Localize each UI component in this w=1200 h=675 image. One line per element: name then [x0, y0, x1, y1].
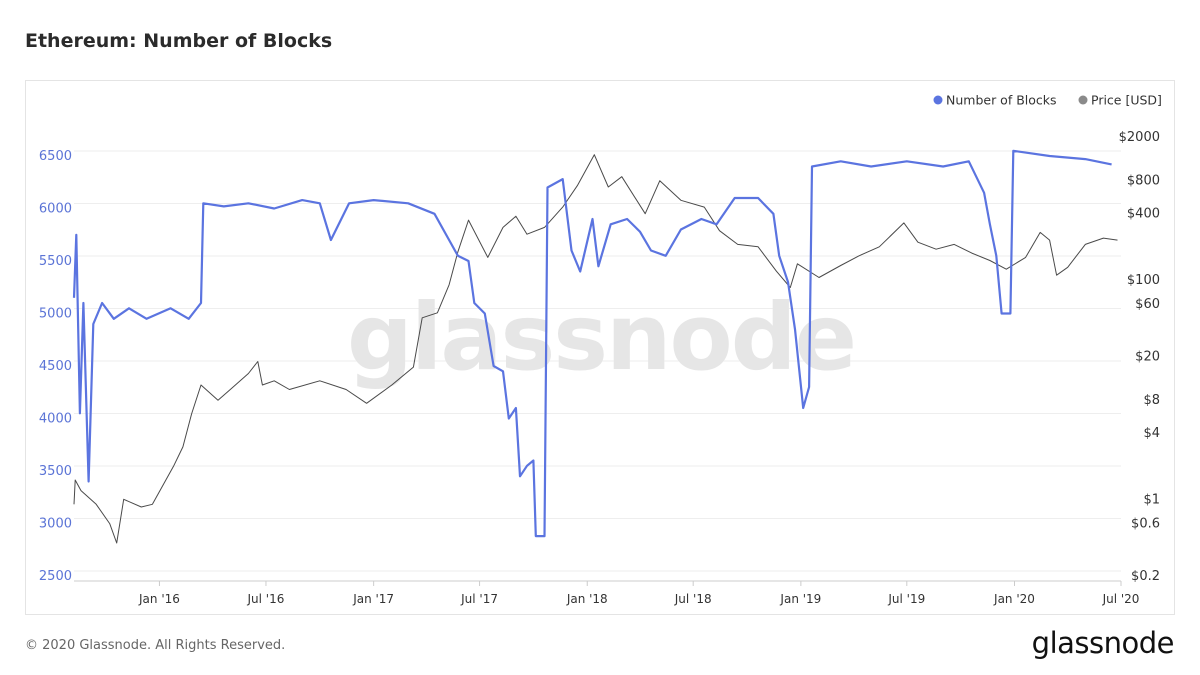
- left-axis-tick-label: 3000: [39, 517, 72, 532]
- x-axis-tick-label: Jan '19: [779, 592, 821, 606]
- left-axis-tick-label: 5000: [39, 307, 72, 322]
- legend-label-blocks: Number of Blocks: [946, 93, 1057, 108]
- right-axis-tick-label: $4: [1143, 426, 1160, 441]
- right-axis-ticks: $2000 $800 $400 $100 $60 $20 $8 $4 $1 $0.6 $0.2: [1119, 130, 1160, 584]
- x-axis-tick-label: Jul '20: [1102, 592, 1140, 606]
- right-axis-tick-label: $60: [1135, 297, 1160, 312]
- legend-item-price[interactable]: Price [USD]: [1078, 93, 1162, 108]
- series-line-number-of-blocks: [72, 149, 1112, 538]
- right-axis-tick-label: $1: [1143, 492, 1160, 507]
- left-axis-tick-label: 3500: [39, 464, 72, 479]
- legend-dot-blocks: [933, 95, 943, 105]
- right-axis-tick-label: $20: [1135, 350, 1160, 365]
- x-axis-ticks: Jan '16 Jul '16 Jan '17 Jul '17 Jan '18 Jul '…: [138, 581, 1139, 606]
- left-axis-tick-label: 6000: [39, 202, 72, 217]
- copyright-text: © 2020 Glassnode. All Rights Reserved.: [25, 638, 286, 653]
- page-title: Ethereum: Number of Blocks: [25, 30, 333, 52]
- right-axis-tick-label: $0.2: [1131, 569, 1160, 584]
- x-axis-tick-label: Jan '20: [993, 592, 1035, 606]
- chart-svg: glassnode 6500 6000 5500 5000 4500 4000 3500 30…: [39, 93, 1162, 607]
- left-axis-tick-label: 2500: [39, 569, 72, 584]
- x-axis-tick-label: Jul '18: [674, 592, 712, 606]
- right-axis-tick-label: $100: [1127, 273, 1160, 288]
- watermark-text: glassnode: [347, 284, 855, 391]
- legend-label-price: Price [USD]: [1091, 93, 1162, 108]
- left-axis-tick-label: 4500: [39, 359, 72, 374]
- right-axis-tick-label: $800: [1127, 174, 1160, 189]
- x-axis-tick-label: Jul '17: [460, 592, 498, 606]
- x-axis-tick-label: Jan '17: [352, 592, 394, 606]
- x-axis-tick-label: Jan '18: [566, 592, 608, 606]
- left-axis-ticks: 6500 6000 5500 5000 4500 4000 3500 3000 2500: [39, 149, 72, 584]
- series-layer: [72, 149, 1118, 544]
- chart-panel: glassnode 6500 6000 5500 5000 4500 4000 3500 30…: [25, 80, 1175, 615]
- series-line-price: [73, 154, 1118, 544]
- x-axis-tick-label: Jul '19: [887, 592, 925, 606]
- x-axis-tick-label: Jul '16: [247, 592, 285, 606]
- right-axis-tick-label: $8: [1143, 393, 1160, 408]
- legend-dot-price: [1078, 95, 1088, 105]
- right-axis-tick-label: $400: [1127, 207, 1160, 222]
- left-axis-tick-label: 4000: [39, 412, 72, 427]
- x-axis-tick-label: Jan '16: [138, 592, 180, 606]
- legend-item-number-of-blocks[interactable]: Number of Blocks: [933, 93, 1057, 108]
- left-axis-tick-label: 6500: [39, 149, 72, 164]
- left-axis-tick-label: 5500: [39, 254, 72, 269]
- glassnode-logo[interactable]: glassnode: [1031, 626, 1175, 660]
- legend[interactable]: Number of Blocks Price [USD]: [933, 93, 1162, 108]
- right-axis-tick-label: $2000: [1119, 130, 1160, 145]
- right-axis-tick-label: $0.6: [1131, 517, 1160, 532]
